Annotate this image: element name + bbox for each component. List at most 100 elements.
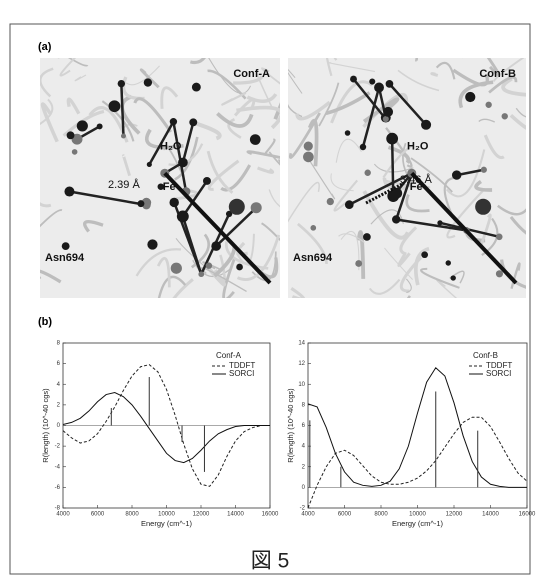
atom — [250, 134, 261, 145]
x-tick-label: 14000 — [227, 512, 244, 518]
atom — [502, 113, 508, 119]
water-label: H₂O — [160, 141, 182, 153]
atom — [198, 271, 204, 277]
y-axis-label: R(length) (10^-40 cgs) — [286, 388, 295, 463]
atom — [481, 167, 487, 173]
atom — [62, 242, 70, 250]
y-tick-label: 10 — [298, 382, 305, 388]
atom — [192, 83, 201, 92]
atom — [147, 239, 157, 249]
atom — [360, 144, 366, 150]
atom — [137, 200, 144, 207]
atom — [147, 162, 152, 167]
big-atom — [229, 199, 245, 215]
atom — [72, 149, 78, 155]
residue-label: Asn694 — [45, 252, 85, 264]
x-tick-label: 12000 — [446, 512, 463, 518]
y-tick-label: 14 — [298, 341, 305, 347]
atom — [392, 215, 400, 223]
x-tick-label: 4000 — [301, 512, 315, 518]
atom — [144, 78, 152, 86]
bond — [392, 139, 393, 196]
atom — [383, 107, 393, 117]
x-axis-label: Energy (cm^-1) — [392, 519, 444, 528]
atom — [97, 123, 103, 129]
atom — [386, 133, 398, 145]
atom — [355, 260, 362, 267]
legend-title: Conf-B — [473, 351, 498, 360]
atom — [206, 262, 212, 268]
atom — [251, 202, 262, 213]
x-tick-label: 14000 — [482, 512, 499, 518]
atom — [304, 142, 313, 151]
atom — [446, 260, 451, 265]
x-tick-label: 6000 — [91, 512, 105, 518]
x-tick-label: 8000 — [374, 512, 388, 518]
legend-label: SORCI — [486, 369, 511, 378]
conformer-title: Conf-B — [479, 68, 516, 80]
x-tick-label: 16000 — [519, 512, 536, 518]
atom — [345, 130, 351, 136]
atom — [421, 120, 431, 130]
y-tick-label: -2 — [55, 444, 61, 450]
atom — [437, 220, 442, 225]
y-tick-label: -4 — [55, 464, 61, 470]
atom — [452, 170, 461, 179]
x-tick-label: 8000 — [125, 512, 139, 518]
atom — [169, 198, 178, 207]
atom — [421, 251, 428, 258]
conformer-title: Conf-A — [233, 68, 270, 80]
atom — [189, 118, 197, 126]
x-tick-label: 4000 — [56, 512, 70, 518]
atom — [67, 131, 75, 139]
x-tick-label: 16000 — [262, 512, 279, 518]
atom — [303, 152, 314, 163]
atom — [77, 120, 88, 131]
atom — [118, 80, 125, 87]
atom — [177, 210, 189, 222]
atom — [485, 102, 491, 108]
x-tick-label: 10000 — [158, 512, 175, 518]
atom — [121, 133, 126, 138]
figure-page: (a) (b) Conf-A H₂O Fe 2.39 Å Asn694 Conf-B H₂O… — [0, 0, 540, 583]
atom — [369, 79, 375, 85]
atom — [363, 233, 371, 241]
water-label: H₂O — [407, 141, 429, 153]
x-tick-label: 10000 — [409, 512, 426, 518]
atom — [496, 270, 503, 277]
legend-label: SORCI — [229, 369, 254, 378]
atom — [236, 264, 243, 271]
atom — [64, 187, 74, 197]
atom — [496, 234, 503, 241]
figure-caption: 図 5 — [251, 550, 290, 573]
y-tick-label: 12 — [298, 361, 305, 367]
atom — [374, 83, 384, 93]
atom — [350, 76, 357, 83]
atom — [178, 158, 188, 168]
panel-b-label: (b) — [38, 316, 52, 328]
atom — [310, 225, 316, 231]
protein-ribbon — [432, 74, 438, 76]
atom — [170, 118, 177, 125]
legend-title: Conf-A — [216, 351, 242, 360]
atom — [465, 92, 475, 102]
x-tick-label: 12000 — [193, 512, 210, 518]
metal-label: Fe — [163, 181, 176, 193]
atom — [345, 200, 354, 209]
atom — [383, 116, 389, 122]
atom — [109, 100, 121, 112]
atom — [327, 198, 334, 205]
residue-label: Asn694 — [293, 252, 333, 264]
atom — [171, 263, 182, 274]
atom — [211, 241, 221, 251]
atom — [451, 275, 456, 280]
x-axis-label: Energy (cm^-1) — [141, 519, 193, 528]
atom — [386, 80, 394, 88]
distance-label: 3.46 Å — [400, 173, 432, 186]
y-tick-label: -6 — [55, 485, 61, 491]
atom — [364, 170, 370, 176]
panel-a-label: (a) — [38, 41, 52, 53]
atom — [391, 188, 402, 199]
distance-label: 2.39 Å — [108, 178, 140, 191]
y-axis-label: R(length) (10^-40 cgs) — [41, 388, 50, 463]
